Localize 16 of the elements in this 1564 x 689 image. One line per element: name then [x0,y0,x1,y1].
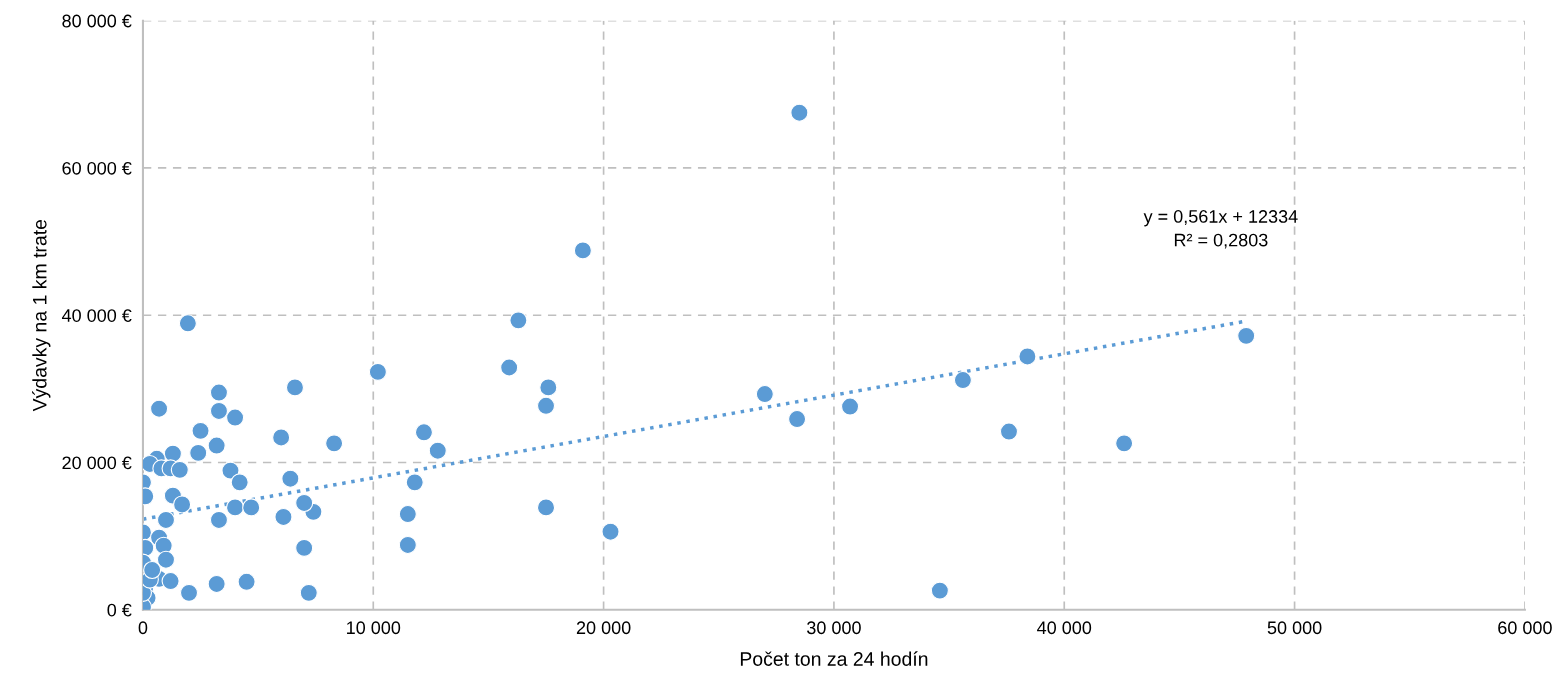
x-tick-label: 30 000 [807,621,861,635]
x-tick-label: 40 000 [1037,621,1092,635]
y-tick-label: 60 000 € [62,161,132,175]
x-tick-label: 0 [138,621,148,635]
y-tick-label: 40 000 € [61,309,132,322]
x-tick-label: 50 000 [1267,621,1322,635]
x-axis-title: Počet ton za 24 hodín [740,651,928,666]
y-tick-label: 0 € [107,603,132,617]
y-axis-title: Výdavky na 1 km trate [32,219,51,412]
annotation: R² = 0,2803 [1174,233,1268,249]
y-tick-label: 20 000 € [62,456,132,470]
y-tick-label: 80 000 € [62,14,132,28]
x-tick-label: 60 000 [1498,621,1552,635]
annotation: y = 0,561x + 12334 [1143,210,1298,227]
x-tick-label: 20 000 [576,621,631,635]
x-tick-label: 10 000 [347,621,401,635]
